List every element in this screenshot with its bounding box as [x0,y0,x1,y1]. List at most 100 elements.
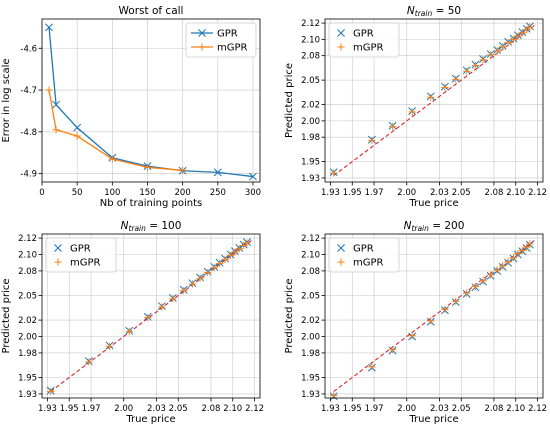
data-point [487,51,495,59]
data-point [509,35,518,43]
legend-item-mgpr: mGPR [191,43,248,54]
x-tick-label: 2.03 [430,404,449,414]
legend-marker [198,29,206,37]
legend: GPR mGPR [328,22,400,58]
legend: GPR mGPR [185,22,257,58]
x-tick-label: 1.97 [365,188,384,198]
y-tick-label: -4.7 [20,86,37,96]
data-point [73,132,81,140]
chart-title: Ntrain = 200 [404,220,465,233]
y-tick-label: 2.05 [301,292,320,302]
data-point [509,254,518,262]
x-tick-label: 1.95 [343,404,362,414]
data-point [388,122,397,131]
x-tick-label: 2.08 [201,404,220,414]
data-point [427,93,435,101]
data-point [479,56,487,64]
legend-marker [337,29,345,37]
data-point [249,172,257,181]
data-point [471,282,480,291]
x-tick-label: 100 [104,188,120,198]
data-point [243,239,251,247]
y-tick-label: 1.95 [301,158,320,168]
x-tick-label: 1.93 [321,188,340,198]
data-point [179,166,187,174]
legend-item-mgpr: mGPR [54,258,101,269]
data-point [169,295,177,303]
data-point [463,67,471,75]
data-point [196,274,204,282]
y-axis-label: Predicted price [284,278,295,353]
y-tick-label: 2.00 [301,333,320,343]
y-tick-label: -4.8 [20,128,37,138]
y-tick-label: 2.12 [301,19,320,29]
series-line [48,89,183,171]
data-point [52,126,60,134]
data-point [427,317,435,325]
x-tick-label: 2.08 [484,188,503,198]
series-gpr [45,23,257,181]
data-point [158,303,166,311]
x-tick-label: 150 [139,188,155,198]
data-point [479,277,487,285]
reference-line [50,240,252,392]
data-point [216,259,224,268]
legend-marker [54,244,62,252]
x-tick-label: 50 [72,188,83,198]
axes-frame [324,233,544,399]
data-point [143,163,152,171]
legend: GPR mGPR [45,237,117,273]
x-tick-label: 2.08 [484,404,503,414]
data-point [368,136,376,145]
x-tick-label: 2.03 [430,188,449,198]
chart-2: 1.93 1.95 1.97 2.00 2.03 2.05 2.08 2.10 2.121.93… [284,5,547,209]
y-tick-label: 2.00 [18,333,37,343]
x-tick-label: 250 [210,188,226,198]
y-axis-label: Predicted price [1,278,12,353]
legend-label: GPR [353,244,374,255]
data-point [499,262,507,270]
data-point [388,346,397,354]
chart-4: 1.93 1.95 1.97 2.00 2.03 2.05 2.08 2.10 2.121.93… [284,220,547,425]
y-tick-label: -4.6 [20,44,37,54]
y-tick-label: 1.98 [301,133,320,143]
chart-title: Ntrain = 50 [407,5,461,18]
data-point [188,280,197,288]
y-tick-label: 2.08 [301,267,320,277]
data-point [105,342,114,350]
data-point [73,123,82,132]
data-point [52,100,61,109]
x-axis-label: Nb of training points [100,198,202,209]
y-tick-label: 2.08 [301,52,320,62]
y-tick-label: 2.05 [301,76,320,86]
chart-title: Ntrain = 100 [121,220,182,233]
data-point [108,155,116,163]
x-tick-label: 1.95 [343,188,362,198]
x-tick-label: 2.00 [114,404,133,414]
y-tick-label: 2.12 [18,234,37,244]
legend-item-mgpr: mGPR [337,258,384,269]
y-axis-label: Predicted price [284,63,295,138]
data-point [523,243,531,251]
x-tick-label: 2.10 [506,404,525,414]
legend-item-mgpr: mGPR [337,43,384,54]
x-tick-label: 2.00 [397,188,416,198]
x-tick-label: 2.10 [223,404,242,414]
data-point [221,255,229,264]
legend-item-gpr: GPR [54,244,91,255]
legend-item-gpr: GPR [337,244,374,255]
data-point [452,297,460,305]
data-point [514,250,522,258]
x-tick-label: 2.10 [506,188,525,198]
x-tick-label: 1.95 [60,404,79,414]
legend-box [328,237,400,273]
data-point [45,23,53,32]
series-mgpr [330,240,534,400]
y-tick-label: 1.98 [18,349,37,359]
legend-label: GPR [217,29,238,40]
legend-item-gpr: GPR [191,29,238,40]
y-tick-label: 2.05 [18,292,37,302]
axes-frame [41,18,261,183]
y-tick-label: 2.10 [301,251,320,261]
